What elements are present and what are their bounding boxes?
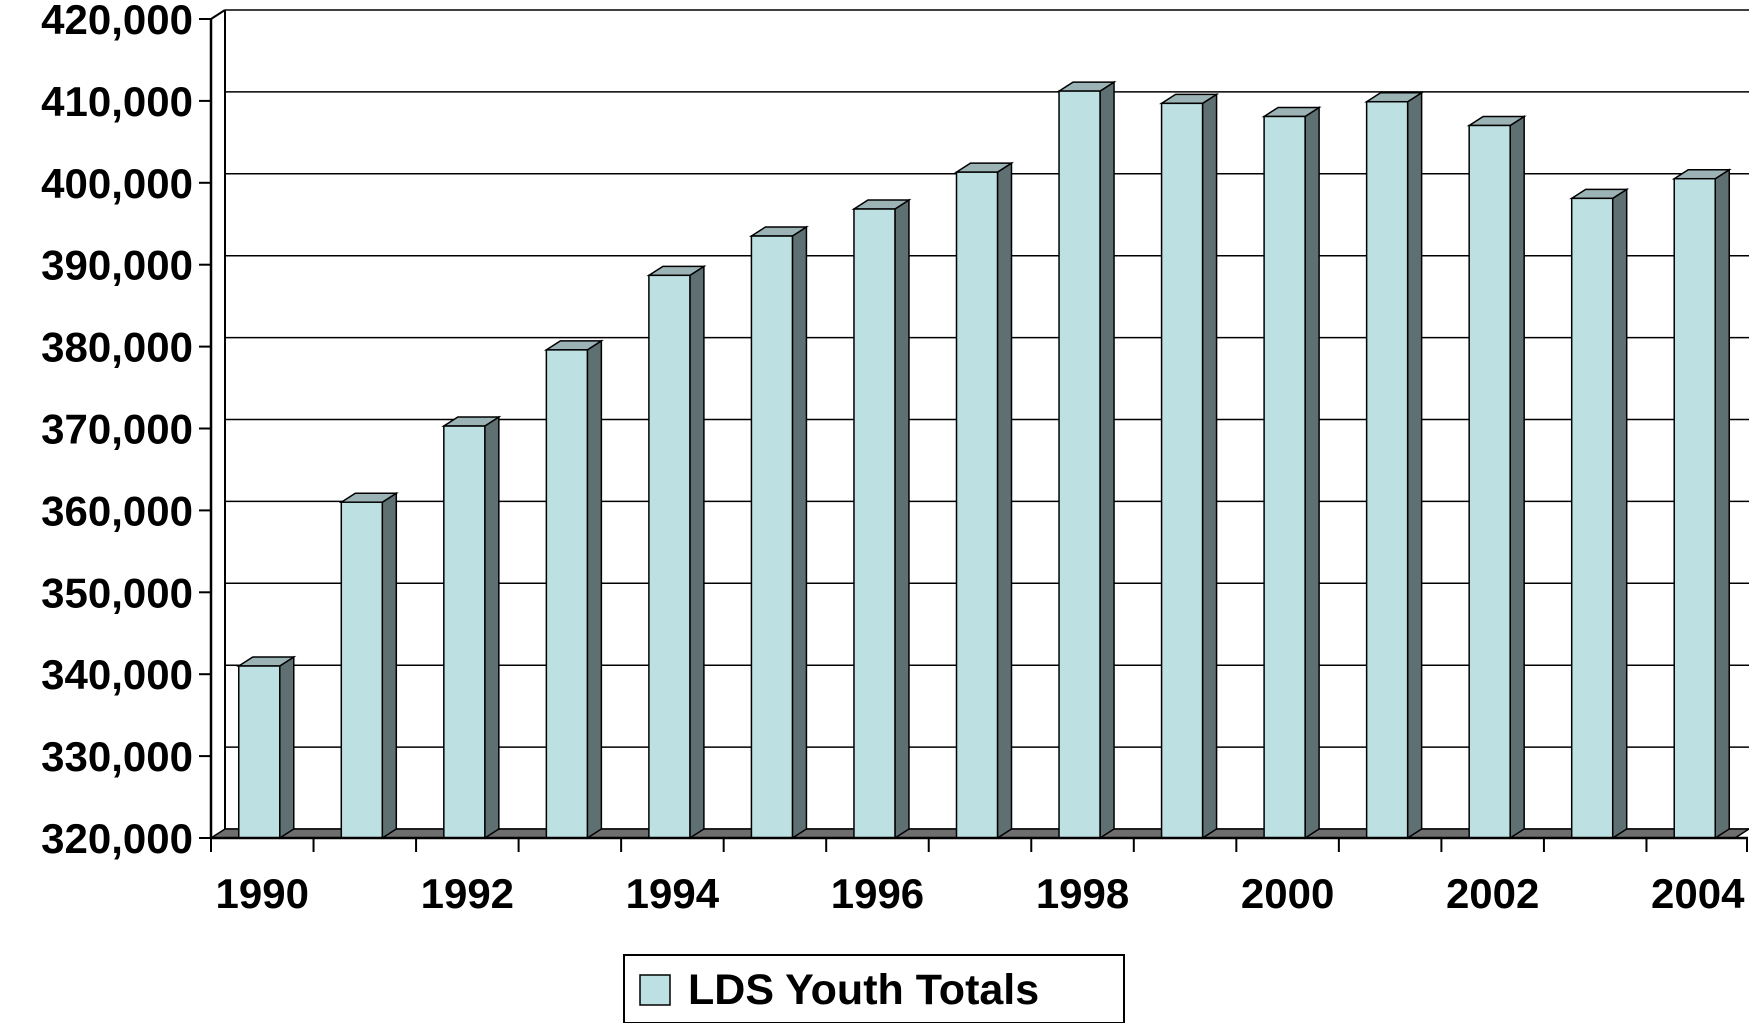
x-tick-label: 2004 bbox=[1651, 870, 1745, 917]
bar-front bbox=[238, 665, 281, 839]
x-tick-label: 1996 bbox=[831, 870, 924, 917]
legend-box bbox=[623, 954, 1125, 1023]
bar-series bbox=[236, 80, 1732, 840]
x-tick-label: 2000 bbox=[1241, 870, 1334, 917]
bar-side bbox=[586, 339, 603, 840]
bar bbox=[646, 264, 707, 840]
bar-front bbox=[1468, 124, 1511, 839]
y-tick-label: 370,000 bbox=[41, 406, 193, 453]
legend-swatch bbox=[639, 974, 671, 1006]
x-tick-label: 1992 bbox=[421, 870, 514, 917]
bar bbox=[1671, 168, 1732, 840]
bar-side bbox=[1099, 80, 1115, 840]
y-tick-label: 380,000 bbox=[41, 324, 193, 371]
bar-front bbox=[1365, 100, 1409, 839]
bar-front bbox=[750, 235, 794, 839]
bar-side bbox=[279, 655, 295, 840]
bar-side bbox=[1406, 91, 1423, 840]
bar-side bbox=[1201, 92, 1218, 840]
y-tick-label: 320,000 bbox=[41, 815, 193, 862]
wall-corner-edge bbox=[210, 9, 226, 20]
bar-side bbox=[894, 198, 910, 840]
y-tick-label: 410,000 bbox=[41, 78, 193, 125]
bar bbox=[236, 655, 297, 840]
x-tick-label: 2002 bbox=[1446, 870, 1539, 917]
bar bbox=[851, 198, 912, 840]
bar bbox=[543, 339, 604, 840]
bar-side bbox=[381, 491, 398, 840]
legend-label: LDS Youth Totals bbox=[688, 966, 1039, 1014]
bar-front bbox=[648, 274, 691, 839]
bar bbox=[748, 225, 809, 840]
bar-front bbox=[545, 349, 589, 839]
bar-front bbox=[1058, 90, 1101, 839]
y-tick-label: 360,000 bbox=[41, 487, 193, 534]
bar-side bbox=[1714, 168, 1730, 840]
x-tick-labels: 1990 1992 1994 1996 1998 2000 2002 2004 bbox=[216, 870, 1746, 917]
bar bbox=[1056, 80, 1117, 840]
y-tick-label: 400,000 bbox=[41, 160, 193, 207]
bar-side bbox=[484, 415, 500, 840]
bar-side bbox=[996, 161, 1013, 840]
bar-front bbox=[1263, 115, 1306, 839]
x-tick-label: 1990 bbox=[216, 870, 309, 917]
y-tick-labels: 320,000 330,000 340,000 350,000 360,000 370,0… bbox=[41, 0, 193, 862]
bar-front bbox=[443, 425, 486, 839]
bar-front bbox=[1570, 197, 1614, 839]
bar-front bbox=[1673, 177, 1716, 839]
bar bbox=[1364, 91, 1425, 840]
legend: LDS Youth Totals bbox=[623, 954, 1125, 1023]
y-tick-label: 340,000 bbox=[41, 651, 193, 698]
bar bbox=[953, 161, 1015, 840]
x-tick-label: 1998 bbox=[1036, 870, 1129, 917]
y-tick-label: 420,000 bbox=[41, 0, 193, 43]
bar-side bbox=[1611, 187, 1628, 840]
y-tick-label: 390,000 bbox=[41, 242, 193, 289]
bar-front bbox=[340, 501, 384, 839]
axes bbox=[199, 18, 1748, 852]
bar-side bbox=[1304, 106, 1320, 840]
bar bbox=[1466, 115, 1527, 840]
bar-side bbox=[791, 225, 808, 840]
bar-side bbox=[1509, 115, 1525, 840]
bar-front bbox=[1160, 102, 1204, 839]
bar bbox=[1261, 106, 1322, 840]
bar bbox=[338, 491, 399, 840]
bar bbox=[1569, 187, 1630, 840]
bar-front bbox=[955, 171, 999, 839]
x-tick-label: 1994 bbox=[626, 870, 720, 917]
y-tick-label: 350,000 bbox=[41, 569, 193, 616]
bar bbox=[441, 415, 502, 840]
y-tick-label: 330,000 bbox=[41, 733, 193, 780]
bar-side bbox=[689, 264, 705, 840]
bar-front bbox=[853, 208, 896, 839]
bar bbox=[1159, 92, 1220, 840]
